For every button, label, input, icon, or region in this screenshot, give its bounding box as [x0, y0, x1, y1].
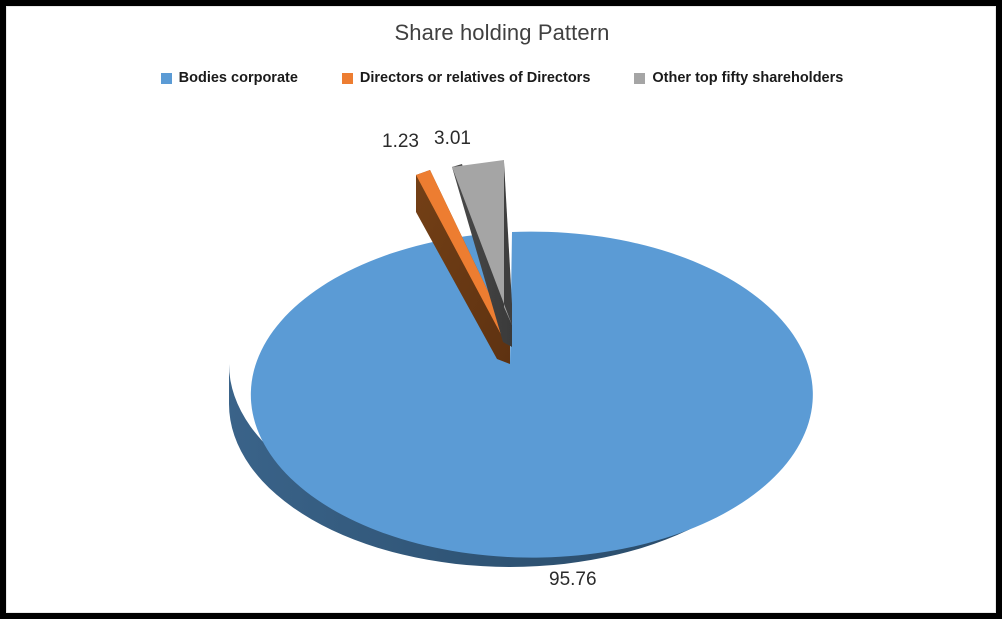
legend-swatch-bodies-corporate [160, 72, 172, 84]
legend-item-directors[interactable]: Directors or relatives of Directors [341, 70, 591, 86]
data-label-directors: 1.23 [382, 131, 419, 152]
pie-slice-bodies-corporate[interactable] [229, 231, 813, 567]
pie-slice-directors[interactable] [416, 170, 510, 364]
legend-label-other-top-fifty: Other top fifty shareholders [652, 70, 844, 86]
chart-legend: Bodies corporate Directors or relatives … [7, 70, 995, 86]
legend-swatch-other-top-fifty [634, 72, 646, 84]
chart-container: Share holding Pattern Bodies corporate D… [6, 6, 996, 613]
legend-label-directors: Directors or relatives of Directors [359, 70, 591, 86]
chart-title: Share holding Pattern [394, 20, 610, 45]
pie-slice-other-top-fifty-depth [504, 162, 512, 325]
pie-slice-bodies-corporate-top [250, 231, 813, 558]
legend-item-bodies-corporate[interactable]: Bodies corporate [160, 70, 298, 86]
pie-slice-other-top-fifty-top [452, 160, 512, 325]
pie-chart-3d [229, 160, 813, 567]
pie-slice-directors-top [416, 170, 510, 340]
legend-swatch-directors [341, 72, 353, 84]
pie-slice-other-top-fifty[interactable] [452, 160, 512, 347]
data-label-other-top-fifty: 3.01 [434, 128, 471, 149]
pie-plot-area: 1.23 3.01 95.76 [7, 7, 995, 612]
legend-label-bodies-corporate: Bodies corporate [178, 70, 298, 86]
legend-item-other-top-fifty[interactable]: Other top fifty shareholders [634, 71, 843, 86]
pie-slice-other-top-fifty-side [452, 164, 512, 347]
data-label-bodies-corporate: 95.76 [549, 569, 597, 590]
